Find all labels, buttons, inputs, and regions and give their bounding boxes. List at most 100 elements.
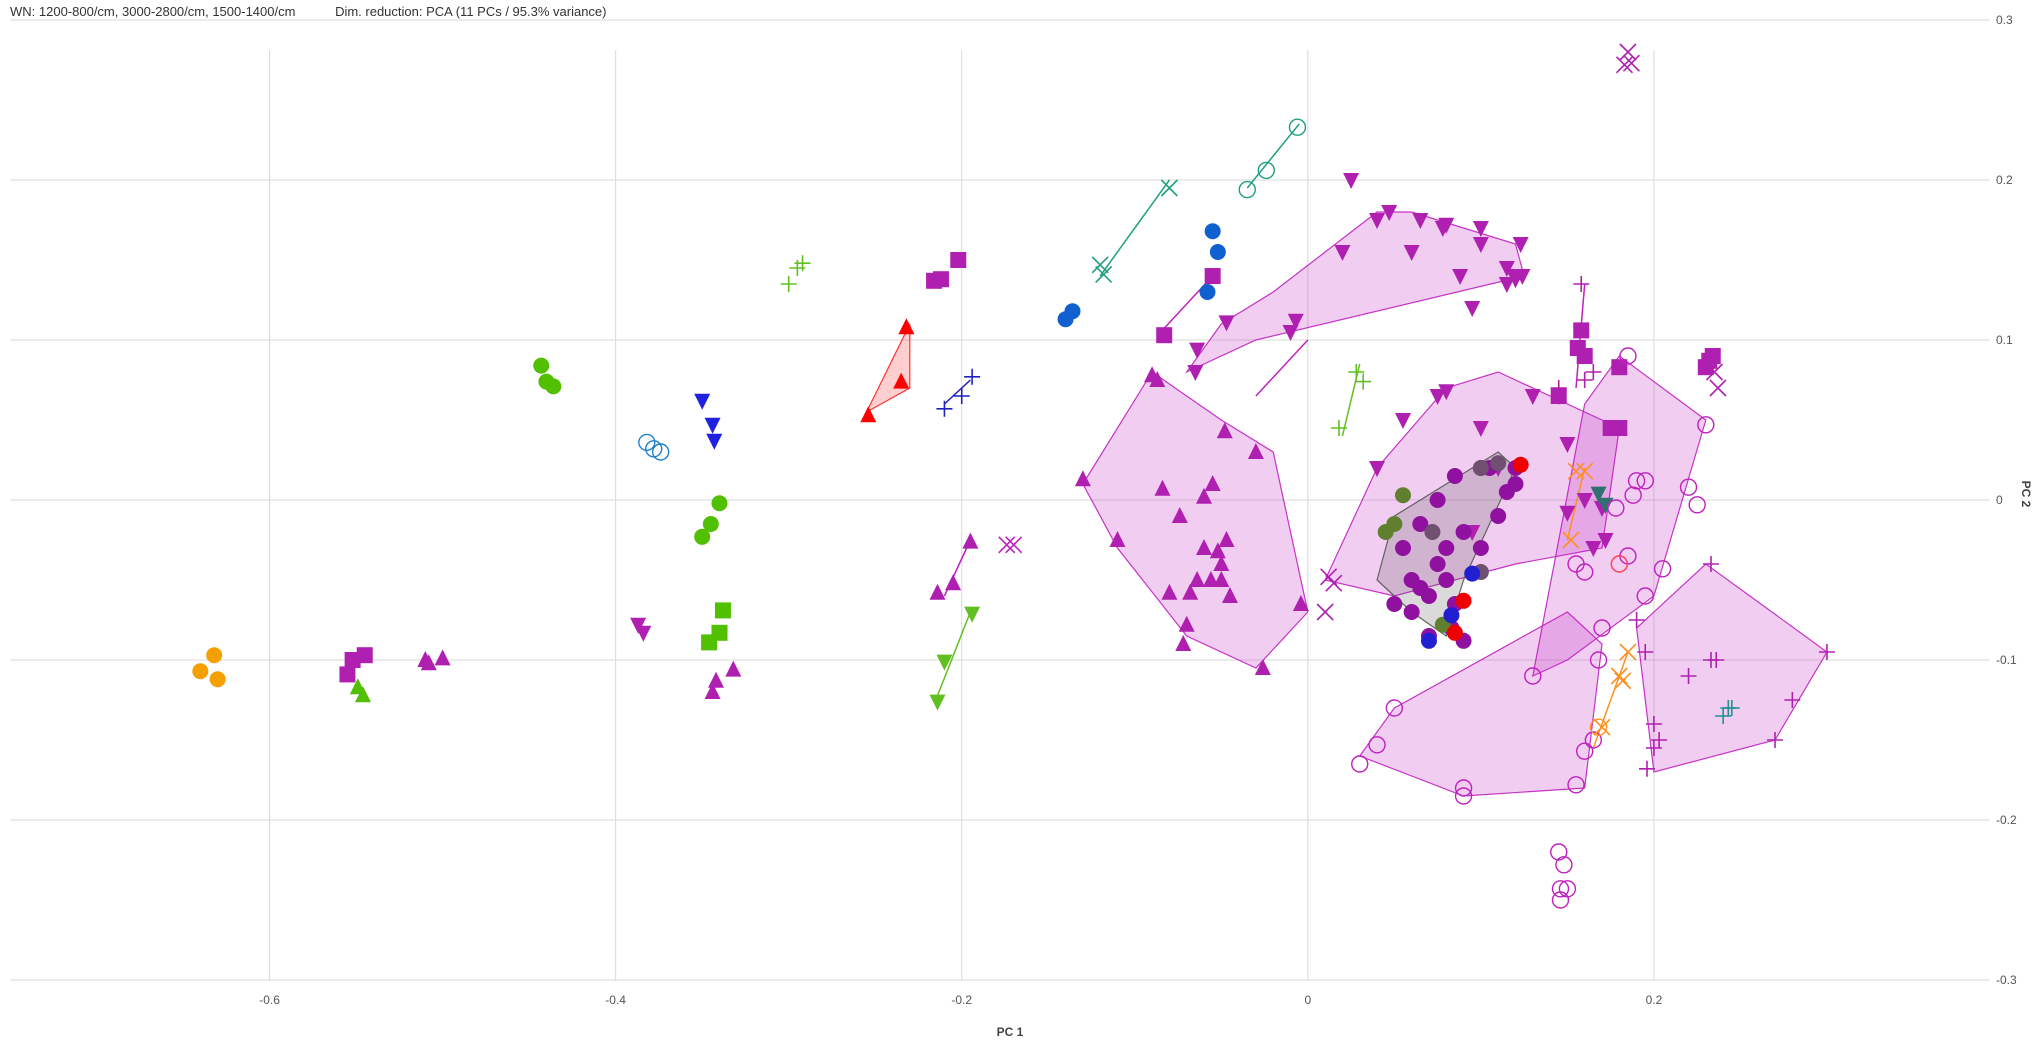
data-point	[1524, 667, 1542, 685]
data-point	[1160, 179, 1178, 197]
data-point	[420, 654, 437, 671]
data-point	[1454, 787, 1473, 805]
data-point	[962, 532, 979, 549]
data-point	[1385, 699, 1404, 717]
data-point	[1395, 413, 1411, 429]
data-point	[1216, 422, 1233, 439]
data-point	[1005, 536, 1023, 554]
data-point	[1589, 718, 1608, 736]
data-point	[206, 647, 223, 664]
data-point	[1524, 389, 1541, 405]
data-point	[1204, 268, 1221, 284]
data-point	[1247, 443, 1264, 459]
data-point	[964, 368, 981, 385]
data-point	[1610, 667, 1628, 685]
data-point	[1550, 380, 1567, 396]
data-point	[1355, 373, 1372, 390]
data-point	[1218, 531, 1235, 547]
data-point	[1636, 472, 1654, 490]
data-point	[1420, 588, 1437, 604]
data-point	[1446, 624, 1463, 641]
data-point	[932, 271, 949, 288]
data-point	[1334, 245, 1351, 261]
data-point	[1705, 363, 1724, 381]
data-point	[1454, 779, 1473, 797]
sample-connectors	[935, 123, 1629, 749]
cluster-hull	[1082, 371, 1309, 669]
data-point	[1464, 565, 1481, 582]
data-point	[1443, 607, 1460, 624]
data-point	[1429, 556, 1446, 572]
data-point	[1074, 470, 1091, 487]
data-point	[1424, 524, 1441, 540]
grid	[10, 19, 1990, 981]
data-point	[694, 393, 711, 410]
data-point	[1680, 668, 1697, 684]
data-point	[860, 406, 877, 423]
y-tick-label: -0.1	[1996, 653, 2017, 667]
data-point	[1149, 371, 1166, 387]
data-point	[1576, 462, 1594, 480]
data-point	[1091, 256, 1109, 274]
sample-connector	[943, 379, 971, 405]
data-point	[1720, 700, 1737, 716]
data-point	[1412, 516, 1429, 532]
data-point	[1584, 731, 1603, 749]
data-point	[434, 649, 451, 666]
data-point	[349, 678, 366, 695]
data-point	[1316, 603, 1334, 621]
data-point	[1688, 496, 1706, 514]
data-point	[1611, 420, 1628, 436]
data-point	[1709, 379, 1727, 397]
data-point	[209, 671, 226, 688]
data-point	[1209, 244, 1226, 260]
data-point	[1204, 223, 1221, 240]
data-point	[1420, 632, 1437, 649]
y-tick-label: 0.1	[1996, 333, 2013, 347]
data-point	[711, 495, 728, 512]
data-point	[1204, 475, 1221, 491]
data-point	[1434, 221, 1451, 237]
data-point	[1624, 486, 1642, 504]
data-point	[1182, 583, 1199, 600]
data-point	[1551, 880, 1570, 898]
data-point	[1512, 237, 1529, 253]
data-point	[1368, 736, 1386, 754]
data-point	[1446, 468, 1463, 484]
data-point	[1573, 276, 1590, 292]
data-point	[1512, 456, 1529, 473]
data-point	[1472, 237, 1489, 253]
data-point	[1395, 540, 1411, 556]
data-point	[1784, 692, 1801, 708]
data-point	[1559, 505, 1576, 522]
data-point	[1254, 659, 1271, 675]
data-point	[1325, 574, 1343, 592]
data-point	[1199, 284, 1216, 300]
data-point	[1576, 348, 1593, 364]
sample-connector	[1341, 363, 1361, 437]
data-point	[998, 536, 1016, 554]
data-point	[651, 443, 670, 461]
data-point	[1348, 364, 1365, 380]
data-point	[1611, 359, 1628, 376]
data-point	[1109, 531, 1126, 547]
data-point	[1221, 587, 1238, 603]
data-point	[929, 583, 946, 600]
data-point	[936, 400, 953, 417]
data-point	[1330, 420, 1347, 436]
data-point	[1429, 492, 1446, 508]
data-point	[1567, 462, 1585, 480]
data-point	[1386, 596, 1403, 612]
data-point	[1395, 487, 1411, 504]
data-point	[1607, 499, 1625, 517]
sample-connector	[1592, 651, 1629, 749]
data-point	[1472, 540, 1489, 556]
data-point	[1189, 342, 1206, 359]
data-point	[1490, 508, 1507, 524]
data-point	[635, 625, 652, 642]
data-point	[1154, 479, 1171, 496]
data-point	[1257, 161, 1275, 180]
data-point	[1438, 540, 1455, 556]
data-point	[1576, 493, 1593, 509]
data-point	[1292, 595, 1309, 611]
